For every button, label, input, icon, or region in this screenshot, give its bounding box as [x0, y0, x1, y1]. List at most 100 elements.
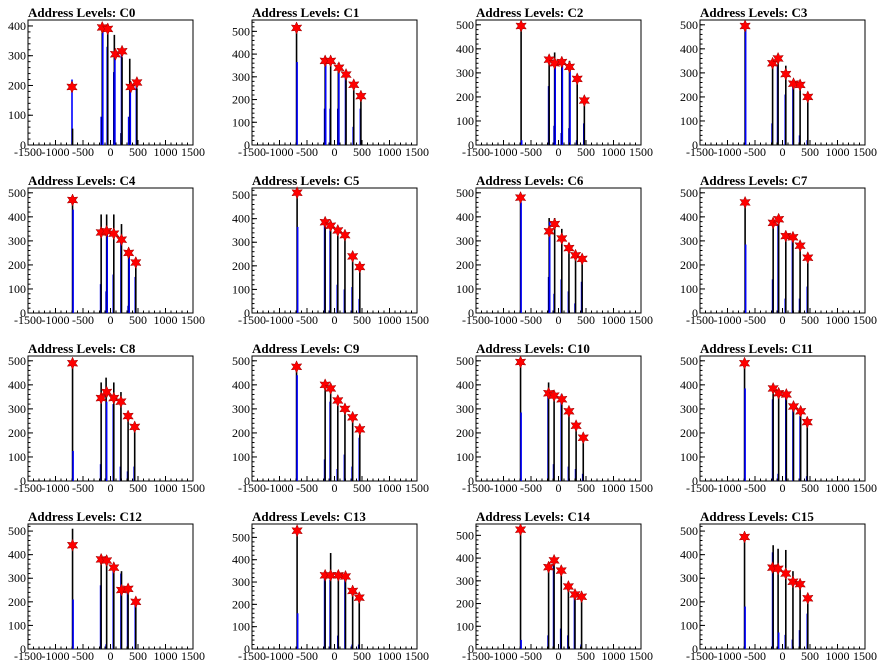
y-tick-label: 400	[456, 210, 474, 224]
y-tick-label: 200	[8, 595, 26, 609]
x-tick-label: -1000	[490, 145, 518, 159]
y-tick-label: 0	[20, 138, 26, 152]
x-tick-label: 1000	[378, 649, 402, 663]
peak-marker	[575, 590, 588, 604]
peak-marker	[100, 553, 113, 568]
peak-marker	[339, 569, 352, 584]
x-tick-label: -1000	[42, 145, 70, 159]
peak-marker	[780, 566, 792, 581]
y-tick-label: 300	[456, 234, 474, 248]
peak-marker	[290, 360, 303, 374]
chart-title: Address Levels: C7	[700, 173, 808, 188]
y-tick-label: 400	[232, 553, 250, 567]
y-tick-label: 200	[456, 426, 474, 440]
y-tick-label: 0	[468, 642, 474, 656]
peak-marker	[772, 386, 785, 400]
x-tick-label: 1500	[629, 649, 653, 663]
peak-marker	[548, 217, 561, 231]
y-tick-label: 0	[468, 474, 474, 488]
x-tick-label: 1000	[154, 649, 178, 663]
peak-marker	[102, 22, 114, 36]
plot-frame	[27, 523, 194, 650]
x-tick-label: -500	[72, 649, 94, 663]
x-tick-label: 0	[108, 145, 114, 159]
peak-marker	[578, 93, 591, 108]
x-tick-label: -500	[520, 649, 542, 663]
y-tick-label: 400	[232, 47, 250, 61]
x-tick-label: 0	[108, 481, 114, 495]
chart-title: Address Levels: C14	[476, 509, 590, 524]
x-tick-label: -1500	[462, 649, 490, 663]
plot-frame	[475, 19, 642, 146]
peak-marker	[802, 251, 814, 265]
peak-marker	[100, 224, 113, 238]
y-tick-label: 500	[680, 354, 698, 368]
peak-marker	[556, 231, 568, 246]
x-tick-label: 1000	[826, 649, 850, 663]
peak-marker	[332, 568, 345, 582]
y-tick-label: 400	[680, 42, 698, 56]
y-tick-label: 400	[680, 378, 698, 392]
plot-frame	[475, 355, 642, 482]
y-tick-label: 300	[232, 575, 250, 589]
y-tick-label: 200	[232, 597, 250, 611]
peak-marker	[772, 51, 784, 66]
x-tick-label: 0	[556, 481, 562, 495]
x-tick-label: -500	[72, 481, 94, 495]
x-tick-label: 1500	[629, 313, 653, 327]
x-tick-label: 1500	[853, 145, 877, 159]
peak-marker	[128, 420, 141, 434]
y-tick-label: 300	[232, 402, 250, 416]
y-tick-label: 200	[232, 259, 250, 273]
y-tick-label: 0	[244, 642, 250, 656]
peak-marker	[787, 575, 799, 589]
x-tick-label: 500	[577, 481, 595, 495]
peak-marker	[563, 404, 575, 418]
y-tick-label: 100	[456, 450, 474, 464]
y-tick-label: 500	[232, 354, 250, 368]
x-tick-label: 1000	[378, 145, 402, 159]
peak-marker	[794, 577, 806, 591]
x-tick-label: 1500	[853, 313, 877, 327]
y-tick-label: 400	[232, 378, 250, 392]
y-tick-label: 400	[680, 210, 698, 224]
chart-panel: Address Levels: C13 0 100 200 300 400 500 -1500…	[232, 509, 429, 663]
x-tick-label: 500	[801, 145, 819, 159]
peak-marker	[290, 21, 303, 35]
y-tick-label: 200	[8, 426, 26, 440]
peak-marker	[514, 191, 527, 205]
peak-marker	[787, 77, 800, 91]
peak-marker	[324, 219, 337, 233]
x-tick-label: 500	[577, 313, 595, 327]
peak-marker	[802, 591, 814, 605]
y-tick-label: 400	[8, 19, 26, 33]
x-tick-label: 500	[129, 481, 147, 495]
x-tick-label: -500	[72, 145, 94, 159]
y-tick-label: 300	[680, 234, 698, 248]
peak-marker	[556, 392, 568, 406]
x-tick-label: 1500	[629, 145, 653, 159]
peak-marker	[514, 355, 527, 369]
x-tick-label: 500	[801, 313, 819, 327]
x-tick-label: -1000	[42, 481, 70, 495]
peak-marker	[563, 241, 575, 255]
y-tick-label: 500	[680, 18, 698, 32]
plot-frame	[699, 523, 866, 650]
plot-frame	[251, 19, 418, 146]
y-tick-label: 500	[8, 186, 26, 200]
x-tick-label: 1500	[181, 313, 205, 327]
y-tick-label: 100	[232, 450, 250, 464]
x-tick-label: 0	[780, 649, 786, 663]
y-tick-label: 300	[8, 402, 26, 416]
x-tick-label: -1000	[714, 145, 742, 159]
y-tick-label: 300	[680, 571, 698, 585]
peak-marker	[66, 80, 78, 94]
x-tick-label: 1000	[378, 313, 402, 327]
x-tick-label: -1500	[686, 649, 714, 663]
x-tick-label: -1000	[714, 481, 742, 495]
peak-marker	[130, 255, 142, 270]
peak-marker	[291, 186, 303, 200]
x-tick-label: 1500	[853, 481, 877, 495]
y-tick-label: 200	[232, 426, 250, 440]
y-tick-label: 400	[680, 548, 698, 562]
